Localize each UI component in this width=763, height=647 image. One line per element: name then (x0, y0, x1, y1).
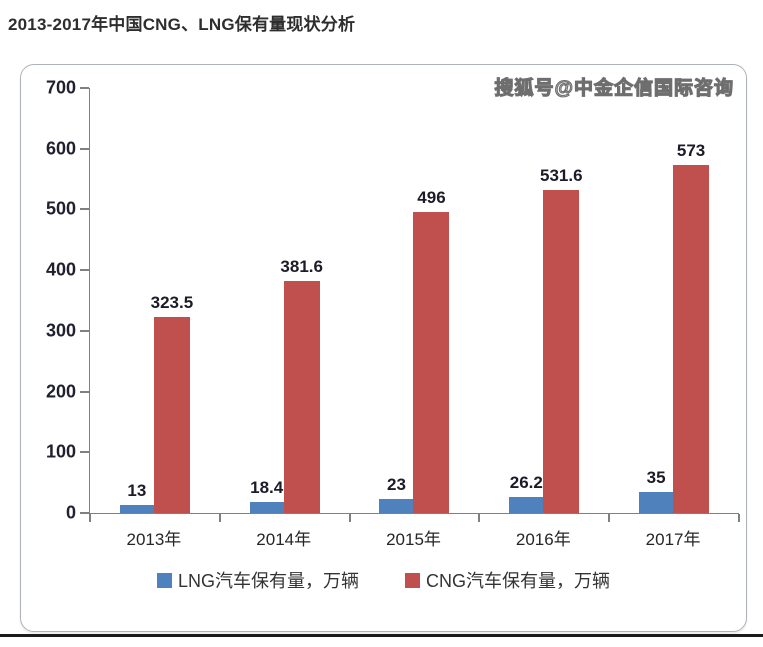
y-axis-tick-label: 600 (45, 138, 76, 159)
cng-bar (283, 281, 320, 513)
data-label: 26.2 (509, 473, 543, 493)
y-axis-tick-label: 700 (45, 77, 76, 98)
bottom-divider (0, 634, 763, 637)
y-axis-tick-label: 300 (45, 320, 76, 341)
data-label: 381.6 (280, 257, 323, 277)
x-axis-tick (218, 514, 221, 522)
cng-bar (413, 211, 450, 513)
y-axis-tick (80, 329, 89, 332)
x-axis-tick (608, 514, 611, 522)
data-label: 23 (387, 475, 406, 495)
cng-bar (153, 316, 190, 513)
lng-bar (509, 497, 544, 513)
y-axis-tick-label: 100 (45, 441, 76, 462)
y-axis-tick (80, 512, 89, 514)
x-axis-category-label: 2013年 (126, 530, 182, 549)
data-label: 496 (417, 187, 446, 207)
x-axis-category-label: 2014年 (256, 530, 312, 549)
x-axis-tick (478, 514, 481, 522)
data-label: 573 (676, 141, 706, 161)
category-group: 18.4 381.6 (220, 88, 350, 513)
page-title: 2013-2017年中国CNG、LNG保有量现状分析 (8, 15, 356, 34)
watermark: 搜狐号@中金企信国际咨询 (494, 77, 734, 99)
x-axis-category-label: 2017年 (645, 530, 701, 549)
y-axis-tick (80, 147, 89, 150)
data-label: 323.5 (150, 292, 194, 312)
lng-bar (249, 501, 284, 513)
legend-swatch-icon (156, 572, 172, 588)
y-axis-tick (80, 208, 89, 211)
legend-item: CNG汽车保有量，万辆 (405, 567, 610, 593)
x-axis-tick (738, 514, 740, 522)
lng-bar (639, 491, 674, 513)
y-axis-tick (80, 269, 89, 272)
x-axis-category-label: 2016年 (515, 530, 571, 549)
lng-bar (119, 505, 154, 513)
category-group: 23 496 (350, 88, 480, 513)
category-group: 13 323.5 (90, 88, 220, 513)
y-axis-tick-label: 400 (45, 259, 76, 280)
plot-area: 0 100 200 300 400 500 600 700 13 323.5 18.4 381.6 23… (46, 78, 740, 523)
data-label: 13 (127, 481, 147, 501)
x-axis-tick (89, 514, 91, 522)
cng-bar (673, 165, 710, 513)
y-axis-tick-label: 200 (45, 381, 76, 402)
y-axis-tick (80, 390, 89, 393)
y-axis-tick-label: 0 (65, 502, 76, 523)
legend-swatch-icon (405, 572, 420, 588)
cng-bar (543, 190, 580, 513)
x-axis-labels: 2013年 2014年 2015年 2016年 2017年 (89, 525, 738, 551)
chart-panel: 搜狐号@中金企信国际咨询 0 100 200 300 400 500 600 700 13 323… (20, 64, 747, 632)
legend-item: LNG汽车保有量，万辆 (156, 567, 359, 593)
data-label: 35 (646, 467, 666, 487)
legend-label: LNG汽车保有量，万辆 (177, 571, 359, 591)
category-group: 35 573 (609, 88, 739, 513)
x-axis-category-label: 2015年 (386, 530, 441, 549)
chart-legend: LNG汽车保有量，万辆 CNG汽车保有量，万辆 (21, 567, 746, 593)
x-axis-tick (348, 514, 351, 522)
category-group: 26.2 531.6 (479, 88, 609, 513)
lng-bar (379, 499, 414, 513)
data-label: 18.4 (250, 477, 284, 497)
y-axis-tick (80, 451, 89, 454)
y-axis-tick-label: 500 (45, 198, 76, 219)
y-axis-tick (80, 87, 89, 89)
data-label: 531.6 (540, 166, 583, 186)
legend-label: CNG汽车保有量，万辆 (426, 571, 610, 591)
